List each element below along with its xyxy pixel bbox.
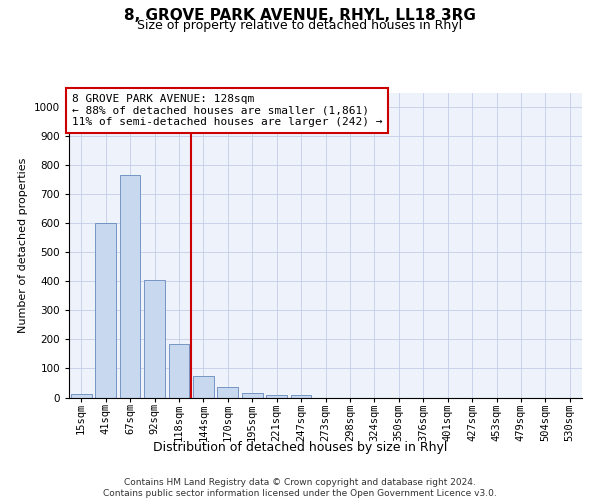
Bar (242, 393, 263, 398)
Bar (144, 280, 165, 398)
Bar (71, 394, 92, 398)
Y-axis label: Number of detached properties: Number of detached properties (18, 158, 28, 332)
Text: Size of property relative to detached houses in Rhyl: Size of property relative to detached ho… (137, 18, 463, 32)
Bar (193, 376, 214, 398)
Bar (119, 176, 140, 398)
Text: Distribution of detached houses by size in Rhyl: Distribution of detached houses by size … (153, 441, 447, 454)
Text: 8, GROVE PARK AVENUE, RHYL, LL18 3RG: 8, GROVE PARK AVENUE, RHYL, LL18 3RG (124, 8, 476, 22)
Bar (169, 344, 190, 398)
Bar (266, 394, 287, 398)
Text: 8 GROVE PARK AVENUE: 128sqm
← 88% of detached houses are smaller (1,861)
11% of : 8 GROVE PARK AVENUE: 128sqm ← 88% of det… (71, 94, 382, 127)
Bar (217, 388, 238, 398)
Bar (290, 394, 311, 398)
Text: Contains HM Land Registry data © Crown copyright and database right 2024.
Contai: Contains HM Land Registry data © Crown c… (103, 478, 497, 498)
Bar (95, 223, 116, 398)
